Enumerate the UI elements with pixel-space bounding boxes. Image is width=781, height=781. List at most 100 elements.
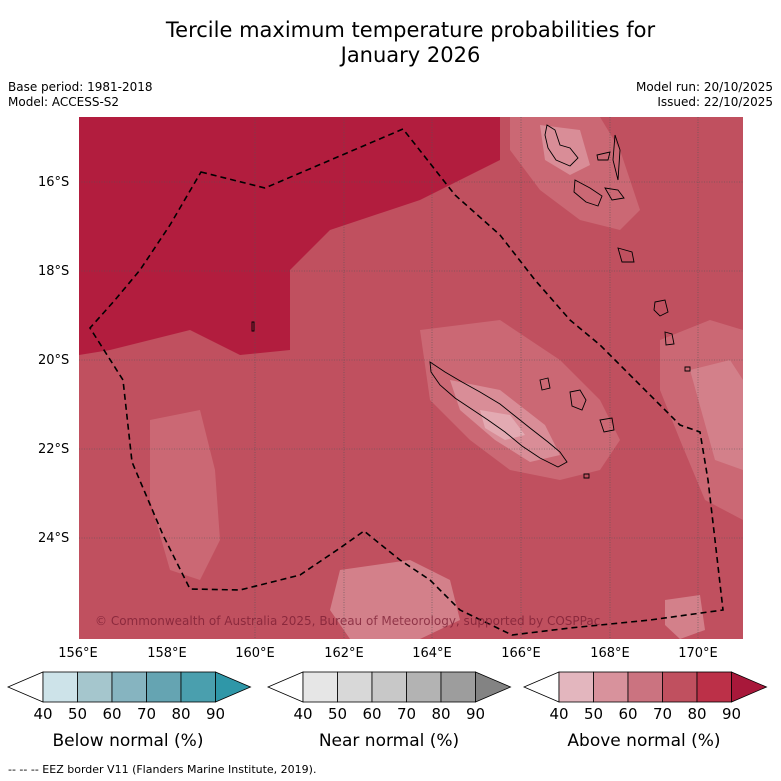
lon-label-160e: 160°E: [235, 646, 275, 661]
lat-label-18s: 18°S: [38, 264, 70, 279]
colorbar-segment: [593, 671, 629, 703]
colorbar-title-near: Near normal (%): [318, 731, 460, 751]
island-coast: [684, 366, 691, 372]
lat-label-20s: 20°S: [38, 353, 70, 368]
colorbar-tick-label: 70: [136, 705, 157, 723]
colorbar-tick-label: 60: [362, 705, 382, 723]
malekula-coast: [573, 179, 603, 207]
lon-label-166e: 166°E: [501, 646, 541, 661]
colorbar-tick-label: 40: [293, 705, 313, 723]
colorbar-title-below: Below normal (%): [52, 731, 204, 751]
issued-date: Issued: 22/10/2025: [657, 95, 773, 109]
lon-label-168e: 168°E: [590, 646, 630, 661]
tanna-coast: [653, 299, 669, 317]
island-coast: [596, 151, 611, 161]
model-run: Model run: 20/10/2025: [635, 80, 773, 94]
field-70-80-south: [79, 400, 743, 639]
colorbar-segment: [180, 671, 216, 703]
colorbar-below-normal: [6, 671, 252, 703]
field-60-70-sw: [150, 410, 220, 580]
colorbar-tick-label: 90: [465, 705, 486, 723]
lat-label-24s: 24°S: [38, 531, 70, 546]
colorbar-tick-label: 40: [33, 705, 53, 723]
colorbar-segment: [302, 671, 338, 703]
colorbar-max-arrow: [731, 671, 768, 703]
colorbar-title-above: Above normal (%): [567, 731, 721, 751]
lon-label-156e: 156°E: [58, 646, 98, 661]
island-coast: [583, 473, 590, 479]
eez-border: [89, 128, 724, 636]
lon-label-164e: 164°E: [412, 646, 452, 661]
colorbar-tick-label: 70: [396, 705, 417, 723]
new-caledonia-coast: [429, 361, 568, 468]
efate-coast: [617, 247, 635, 263]
lat-label-16s: 16°S: [38, 175, 70, 190]
colorbar-max-arrow: [215, 671, 252, 703]
colorbar-tick-label: 80: [431, 705, 451, 723]
colorbar-segment: [696, 671, 732, 703]
field-50-60-se: [665, 595, 705, 639]
colorbar-segment: [77, 671, 113, 703]
probability-field: [79, 117, 743, 639]
base-period: Base period: 1981-2018: [8, 80, 153, 94]
copyright-notice: © Commonwealth of Australia 2025, Bureau…: [95, 614, 601, 628]
eez-footnote: -- -- -- EEZ border V11 (Flanders Marine…: [8, 763, 317, 776]
colorbar-tick-label: 50: [583, 705, 604, 723]
colorbars: [6, 671, 768, 703]
field-40-50-newcaledonia: [480, 410, 525, 440]
colorbar-segment: [111, 671, 147, 703]
island-coast: [251, 321, 255, 332]
colorbar-near-normal: [266, 671, 512, 703]
espiritu-santo-coast: [544, 124, 579, 167]
colorbar-tick-label: 50: [327, 705, 348, 723]
field-50-60-east: [690, 360, 743, 470]
coastlines: [251, 124, 691, 479]
field-60-70-vanuatu: [510, 117, 640, 230]
map-canvas: [79, 117, 743, 639]
colorbar-tick-label: 80: [687, 705, 707, 723]
colorbar-segment: [337, 671, 373, 703]
colorbar-segment: [440, 671, 476, 703]
island-coast: [604, 187, 625, 201]
field-50-60-south: [330, 560, 460, 639]
colorbar-tick-label: 70: [652, 705, 673, 723]
colorbar-above-normal: [522, 671, 768, 703]
lon-label-162e: 162°E: [324, 646, 364, 661]
meta-right: Model run: 20/10/2025 Issued: 22/10/2025: [636, 80, 773, 110]
title-line-1: Tercile maximum temperature probabilitie…: [165, 18, 656, 42]
colorbar-tick-label: 90: [205, 705, 226, 723]
mare-coast: [599, 417, 615, 433]
colorbar-tick-label: 60: [102, 705, 122, 723]
field-80-90-west: [79, 117, 500, 355]
island-coast: [612, 134, 621, 181]
title-line-2: January 2026: [340, 43, 481, 67]
model-name: Model: ACCESS-S2: [8, 95, 120, 109]
colorbar-min-arrow: [6, 671, 44, 703]
colorbar-tick-label: 50: [67, 705, 88, 723]
lifou-coast: [569, 389, 587, 411]
lon-label-170e: 170°E: [678, 646, 718, 661]
field-60-70-newcaledonia: [420, 320, 620, 480]
colorbar-tick-label: 40: [549, 705, 569, 723]
colorbar-segment: [627, 671, 663, 703]
colorbar-segment: [558, 671, 594, 703]
lat-label-22s: 22°S: [38, 442, 70, 457]
meta-left: Base period: 1981-2018 Model: ACCESS-S2: [8, 80, 153, 110]
colorbar-segment: [406, 671, 442, 703]
colorbar-tick-label: 60: [618, 705, 638, 723]
colorbar-tick-label: 80: [171, 705, 191, 723]
field-50-60-vanuatu: [540, 125, 590, 175]
colorbar-segment: [662, 671, 698, 703]
island-coast: [664, 331, 675, 346]
map-title: Tercile maximum temperature probabilitie…: [0, 18, 781, 68]
colorbar-segment: [146, 671, 182, 703]
colorbar-tick-label: 90: [721, 705, 742, 723]
colorbar-min-arrow: [266, 671, 304, 703]
lon-label-158e: 158°E: [147, 646, 187, 661]
colorbar-max-arrow: [475, 671, 512, 703]
colorbar-segment: [371, 671, 407, 703]
colorbar-segment: [42, 671, 78, 703]
colorbar-min-arrow: [522, 671, 560, 703]
graticule: [79, 117, 743, 639]
ouvea-coast: [539, 377, 551, 391]
